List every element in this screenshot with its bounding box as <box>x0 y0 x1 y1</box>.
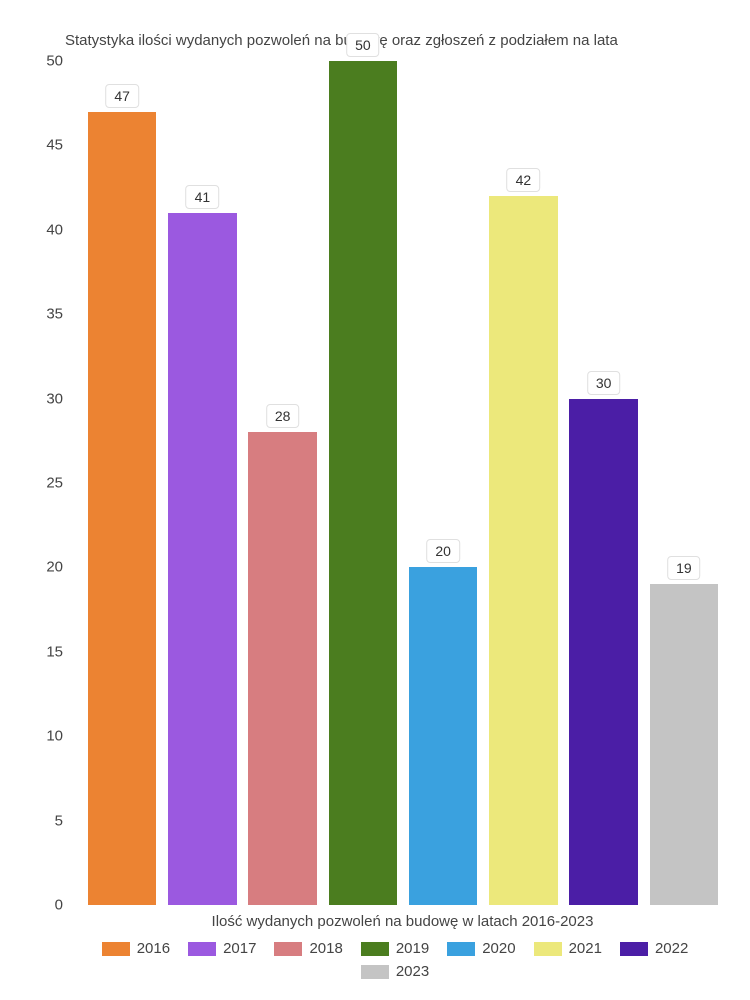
y-tick: 20 <box>46 559 63 576</box>
bar-2018: 28 <box>248 432 316 905</box>
chart-container: Statystyka ilości wydanych pozwoleń na b… <box>0 0 750 1000</box>
bar-slot: 30 <box>564 61 644 905</box>
legend-swatch <box>534 942 562 956</box>
legend-item-2019: 2019 <box>361 940 429 957</box>
legend-swatch <box>361 942 389 956</box>
bar-value-label: 47 <box>105 84 139 108</box>
bars-region: 4741285020423019 <box>75 61 730 905</box>
legend-label: 2017 <box>223 940 256 957</box>
bar-value-label: 50 <box>346 33 380 57</box>
bar-value-label: 30 <box>587 371 621 395</box>
legend-label: 2016 <box>137 940 170 957</box>
y-tick: 25 <box>46 475 63 492</box>
plot-area: 05101520253035404550 4741285020423019 <box>20 61 730 905</box>
bar-2019: 50 <box>329 61 397 905</box>
legend-swatch <box>188 942 216 956</box>
bar-2022: 30 <box>569 399 637 905</box>
bar-slot: 47 <box>82 61 162 905</box>
legend-swatch <box>361 965 389 979</box>
bar-2023: 19 <box>650 584 718 905</box>
bar-slot: 42 <box>483 61 563 905</box>
bar-2017: 41 <box>168 213 236 905</box>
legend-item-2023: 2023 <box>361 963 429 980</box>
bar-slot: 41 <box>162 61 242 905</box>
legend-label: 2018 <box>309 940 342 957</box>
legend-item-2021: 2021 <box>534 940 602 957</box>
bar-value-label: 20 <box>426 539 460 563</box>
y-tick: 45 <box>46 137 63 154</box>
legend-label: 2022 <box>655 940 688 957</box>
y-tick: 40 <box>46 221 63 238</box>
y-tick: 10 <box>46 728 63 745</box>
y-tick: 5 <box>55 812 63 829</box>
bar-slot: 28 <box>243 61 323 905</box>
bar-2020: 20 <box>409 567 477 905</box>
legend-swatch <box>274 942 302 956</box>
x-axis-label: Ilość wydanych pozwoleń na budowę w lata… <box>20 913 730 930</box>
bar-2016: 47 <box>88 112 156 905</box>
bar-value-label: 28 <box>266 404 300 428</box>
bar-2021: 42 <box>489 196 557 905</box>
bar-slot: 50 <box>323 61 403 905</box>
legend-swatch <box>102 942 130 956</box>
y-tick: 15 <box>46 643 63 660</box>
y-axis: 05101520253035404550 <box>20 61 75 905</box>
bar-value-label: 42 <box>507 168 541 192</box>
legend-item-2022: 2022 <box>620 940 688 957</box>
y-tick: 0 <box>55 897 63 914</box>
legend-label: 2021 <box>569 940 602 957</box>
y-tick: 35 <box>46 306 63 323</box>
legend-item-2016: 2016 <box>102 940 170 957</box>
legend-label: 2020 <box>482 940 515 957</box>
bar-value-label: 41 <box>186 185 220 209</box>
y-tick: 50 <box>46 53 63 70</box>
legend-label: 2019 <box>396 940 429 957</box>
legend-item-2018: 2018 <box>274 940 342 957</box>
legend: 2016 2017 2018 2019 2020 2021 2022 2023 <box>20 940 730 980</box>
legend-item-2020: 2020 <box>447 940 515 957</box>
bar-slot: 19 <box>644 61 724 905</box>
bar-slot: 20 <box>403 61 483 905</box>
legend-item-2017: 2017 <box>188 940 256 957</box>
y-tick: 30 <box>46 390 63 407</box>
legend-swatch <box>447 942 475 956</box>
legend-swatch <box>620 942 648 956</box>
legend-label: 2023 <box>396 963 429 980</box>
bar-value-label: 19 <box>667 556 701 580</box>
